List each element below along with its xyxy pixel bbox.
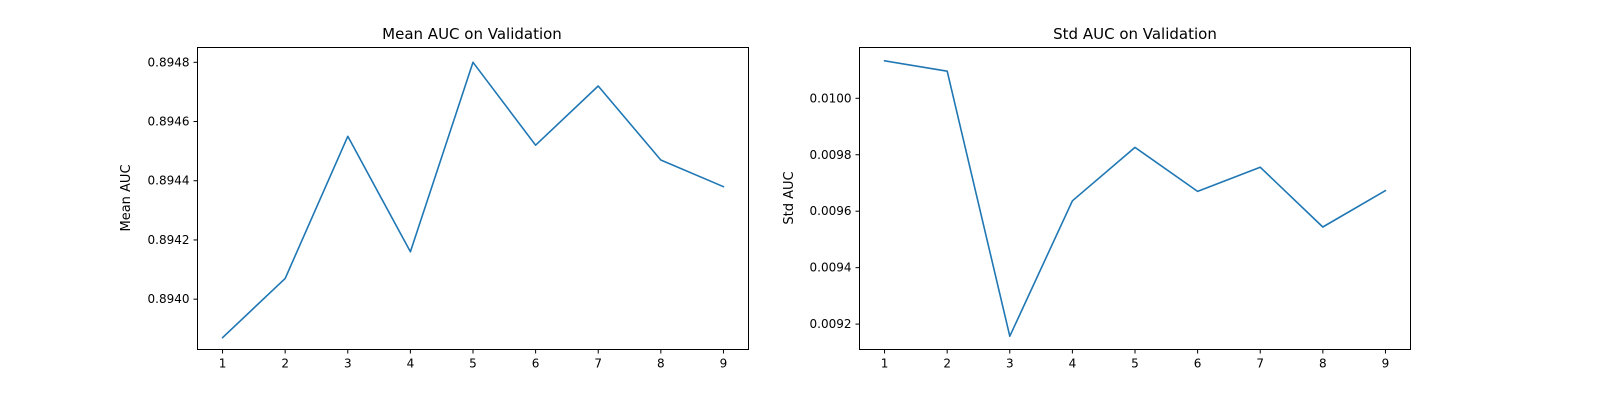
std-auc-chart-title: Std AUC on Validation xyxy=(1053,25,1217,43)
mean-auc-x-tick-label: 1 xyxy=(219,357,227,371)
std-auc-y-tick-label: 0.0094 xyxy=(810,261,852,275)
mean-auc-chart-title: Mean AUC on Validation xyxy=(382,25,562,43)
std-auc-x-tick-label: 7 xyxy=(1256,357,1264,371)
std-auc-x-tick-label: 4 xyxy=(1069,357,1077,371)
std-auc-x-tick-label: 2 xyxy=(943,357,951,371)
mean-auc-y-tick-label: 0.8944 xyxy=(148,174,190,188)
mean-auc-ticks: 1 2 3 4 5 6 7 8 9 0.8940 0.8942 0.8944 0.8946 0.8948 xyxy=(148,55,728,370)
std-auc-y-tick-label: 0.0100 xyxy=(810,91,852,105)
mean-auc-x-tick-label: 9 xyxy=(720,357,728,371)
mean-auc-x-tick-label: 4 xyxy=(407,357,415,371)
std-auc-plot-area xyxy=(883,59,1387,338)
mean-auc-y-tick-label: 0.8942 xyxy=(148,233,190,247)
std-auc-ticks: 1 2 3 4 5 6 7 8 9 0.0092 0.0094 0.0096 0.0098 0.0100 xyxy=(810,91,1390,370)
std-auc-y-axis-label: Std AUC xyxy=(782,171,797,224)
std-auc-y-tick-label: 0.0092 xyxy=(810,317,852,331)
mean-auc-y-tick-label: 0.8948 xyxy=(148,55,190,69)
std-auc-series-line xyxy=(883,59,1387,338)
mean-auc-axes-frame xyxy=(197,47,749,350)
mean-auc-y-axis-label: Mean AUC xyxy=(119,164,134,231)
mean-auc-x-tick-label: 8 xyxy=(657,357,665,371)
mean-auc-y-tick-label: 0.8946 xyxy=(148,115,190,129)
mean-auc-x-tick-label: 6 xyxy=(532,357,540,371)
mean-auc-y-tick-label: 0.8940 xyxy=(148,292,190,306)
mean-auc-x-tick-label: 7 xyxy=(594,357,602,371)
mean-auc-x-tick-label: 5 xyxy=(469,357,477,371)
std-auc-x-tick-label: 3 xyxy=(1006,357,1014,371)
mean-auc-x-tick-label: 2 xyxy=(281,357,289,371)
std-auc-x-tick-label: 5 xyxy=(1131,357,1139,371)
std-auc-y-tick-label: 0.0098 xyxy=(810,148,852,162)
mean-auc-x-tick-label: 3 xyxy=(344,357,352,371)
std-auc-x-tick-label: 6 xyxy=(1194,357,1202,371)
std-auc-y-tick-label: 0.0096 xyxy=(810,204,852,218)
mean-auc-plot-area xyxy=(221,61,725,339)
std-auc-chart: Std AUC on Validation Std AUC 1 2 3 4 5 6 7 8 9 0… xyxy=(782,25,1411,371)
mean-auc-chart: Mean AUC on Validation Mean AUC 1 2 3 4 5 6 7 8… xyxy=(119,25,749,371)
std-auc-x-tick-label: 9 xyxy=(1382,357,1390,371)
std-auc-axes-frame xyxy=(859,47,1411,350)
mean-auc-series-line xyxy=(221,61,725,339)
std-auc-x-tick-label: 8 xyxy=(1319,357,1327,371)
std-auc-x-tick-label: 1 xyxy=(881,357,889,371)
